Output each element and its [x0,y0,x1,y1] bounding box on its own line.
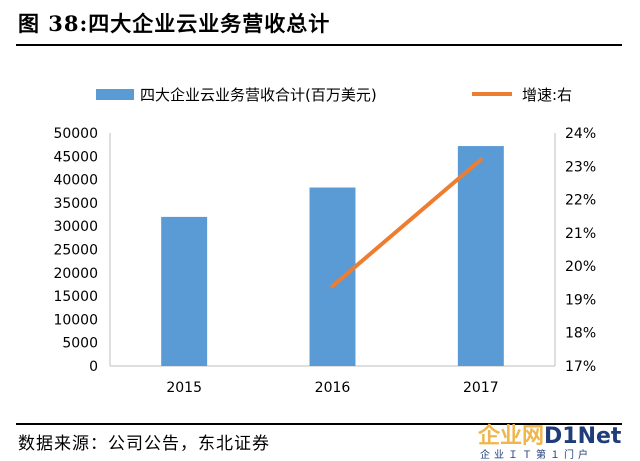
y-left-tick-label: 50000 [53,126,98,142]
legend-label-line: 增速:右 [522,86,572,104]
y-left-tick-label: 15000 [53,289,98,305]
y-right-tick-label: 24% [565,126,596,142]
growth-line [330,157,483,289]
bar-2017 [457,146,504,366]
growth-line-path [330,157,483,289]
y-left-tick-label: 45000 [53,149,98,165]
watermark-brand: 企业网D1Net [478,418,621,450]
source-rule [16,423,622,425]
y-right-tick-label: 18% [565,326,596,342]
bar-2016 [309,187,356,366]
x-tick-label-2016: 2016 [315,380,351,396]
watermark-brand-b: D1Net [544,424,622,449]
y-left-tick-label: 25000 [53,243,98,259]
chart: 四大企业云业务营收合计(百万美元) 增速:右 2015 2016 2017 0 500… [53,86,596,396]
y-right-tick-label: 23% [565,159,596,175]
page-title: 图 38:四大企业云业务营收总计 [18,11,331,36]
title-rule [16,44,622,46]
y-right-tick-label: 22% [565,193,596,209]
y-right-tick-labels: 17% 18% 19% 20% 21% 22% 23% 24% [565,126,596,375]
y-right-tick-label: 21% [565,226,596,242]
x-tick-labels: 2015 2016 2017 [166,380,498,396]
y-left-tick-label: 5000 [62,336,98,352]
y-left-tick-label: 30000 [53,219,98,235]
bar-2015 [161,216,208,366]
watermark-logo: 企业网D1Net 企业ＩＴ第１门户 [478,418,638,461]
y-left-tick-label: 10000 [53,312,98,328]
y-left-tick-label: 20000 [53,266,98,282]
legend-label-bar: 四大企业云业务营收合计(百万美元) [140,86,377,104]
y-left-tick-labels: 0 5000 10000 15000 20000 25000 30000 35000 40000… [53,126,98,375]
source-note: 数据来源：公司公告，东北证券 [18,434,270,454]
y-left-tick-label: 40000 [53,173,98,189]
y-right-tick-label: 17% [565,359,596,375]
y-left-tick-label: 0 [89,359,98,375]
legend: 四大企业云业务营收合计(百万美元) 增速:右 [96,86,572,104]
y-right-tick-label: 20% [565,259,596,275]
x-tick-label-2015: 2015 [166,380,202,396]
watermark-sub: 企业ＩＴ第１门户 [480,450,592,461]
watermark-brand-a: 企业网 [478,424,545,449]
bars [161,146,504,366]
legend-swatch-bar [96,89,134,100]
y-right-tick-label: 19% [565,292,596,308]
y-left-tick-label: 35000 [53,196,98,212]
x-tick-label-2017: 2017 [463,380,499,396]
